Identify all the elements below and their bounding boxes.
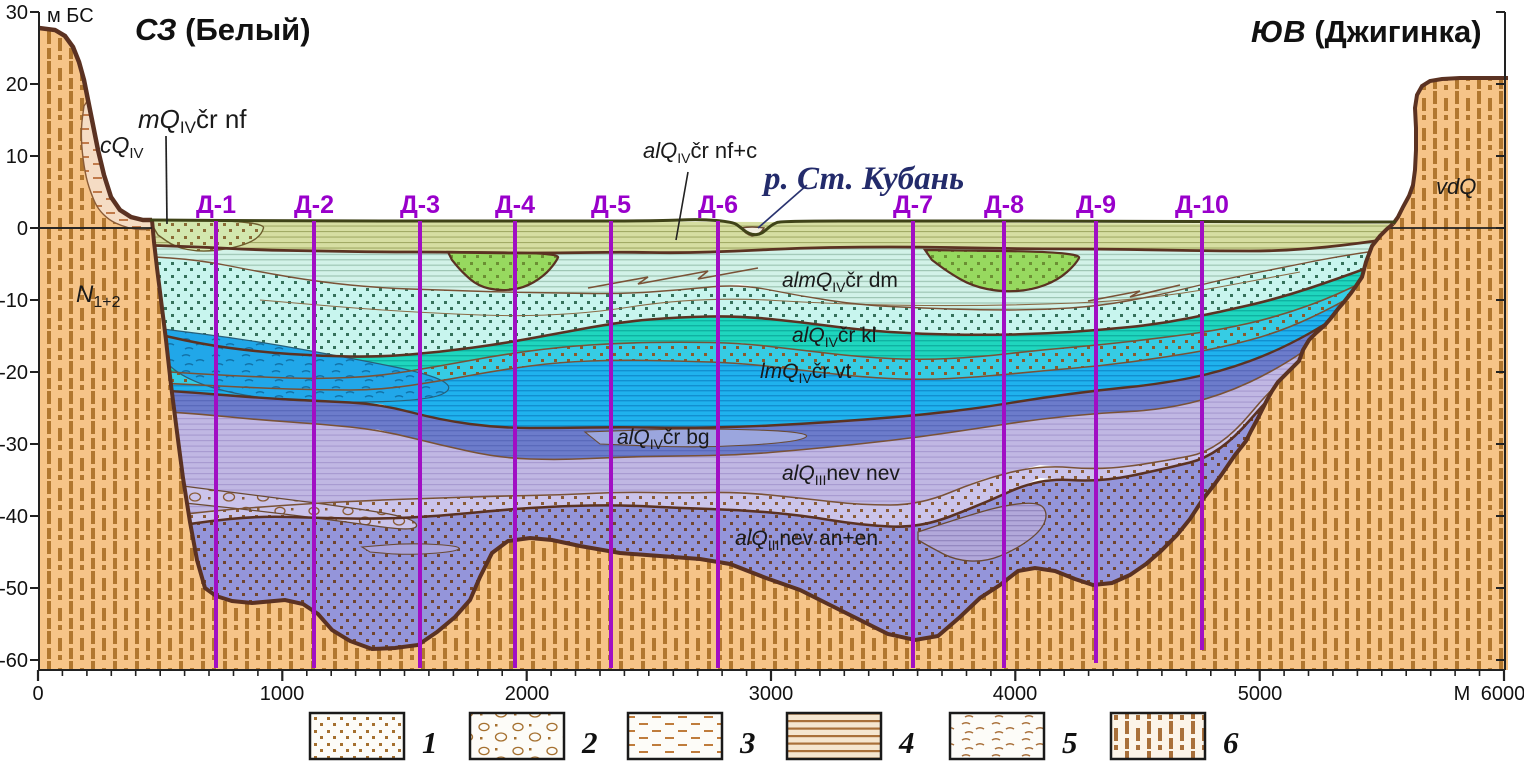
svg-text:alQIVčr bg: alQIVčr bg	[617, 426, 710, 452]
svg-text:2: 2	[581, 725, 598, 760]
svg-text:Д-4: Д-4	[495, 191, 535, 219]
svg-text:4: 4	[898, 725, 915, 760]
svg-text:6: 6	[1223, 725, 1239, 760]
svg-text:alQIIInev an+en: alQIIInev an+en	[735, 527, 878, 553]
svg-text:-10: -10	[0, 290, 28, 312]
svg-text:3: 3	[739, 725, 756, 760]
svg-text:-40: -40	[0, 506, 28, 528]
svg-text:alQIVčr kl: alQIVčr kl	[792, 324, 876, 350]
svg-text:5000: 5000	[1238, 683, 1283, 705]
svg-text:30: 30	[6, 2, 28, 24]
svg-text:lmQIVčr vt: lmQIVčr vt	[760, 360, 852, 386]
svg-text:М: М	[1454, 683, 1471, 705]
svg-text:alQIIInev nev: alQIIInev nev	[782, 462, 900, 488]
svg-text:1000: 1000	[260, 683, 305, 705]
svg-text:2000: 2000	[505, 683, 550, 705]
svg-text:20: 20	[6, 74, 28, 96]
svg-text:Д-5: Д-5	[591, 191, 631, 219]
svg-text:Д-10: Д-10	[1175, 191, 1229, 219]
svg-text:-30: -30	[0, 434, 28, 456]
svg-text:1: 1	[422, 725, 438, 760]
svg-text:СЗ (Белый): СЗ (Белый)	[135, 12, 311, 47]
svg-text:6000: 6000	[1481, 683, 1524, 705]
svg-text:5: 5	[1062, 725, 1078, 760]
svg-text:0: 0	[17, 218, 28, 240]
svg-text:р. Ст. Кубань: р. Ст. Кубань	[761, 161, 964, 197]
svg-text:3000: 3000	[749, 683, 794, 705]
svg-text:Д-1: Д-1	[196, 191, 236, 219]
svg-text:-60: -60	[0, 650, 28, 672]
svg-text:-20: -20	[0, 362, 28, 384]
svg-text:Д-2: Д-2	[294, 191, 334, 219]
svg-text:-50: -50	[0, 578, 28, 600]
svg-text:4000: 4000	[993, 683, 1038, 705]
svg-text:Д-3: Д-3	[400, 191, 440, 219]
svg-text:м БС: м БС	[47, 5, 94, 27]
svg-text:ЮВ (Джигинка): ЮВ (Джигинка)	[1251, 14, 1482, 49]
svg-text:Д-6: Д-6	[698, 191, 738, 219]
svg-text:vdQ: vdQ	[1436, 174, 1476, 199]
svg-text:0: 0	[32, 683, 43, 705]
svg-text:10: 10	[6, 146, 28, 168]
svg-text:Д-9: Д-9	[1076, 191, 1116, 219]
svg-text:Д-7: Д-7	[893, 191, 933, 219]
svg-text:Д-8: Д-8	[984, 191, 1024, 219]
svg-text:alQIVčr nf+c: alQIVčr nf+c	[643, 138, 757, 166]
